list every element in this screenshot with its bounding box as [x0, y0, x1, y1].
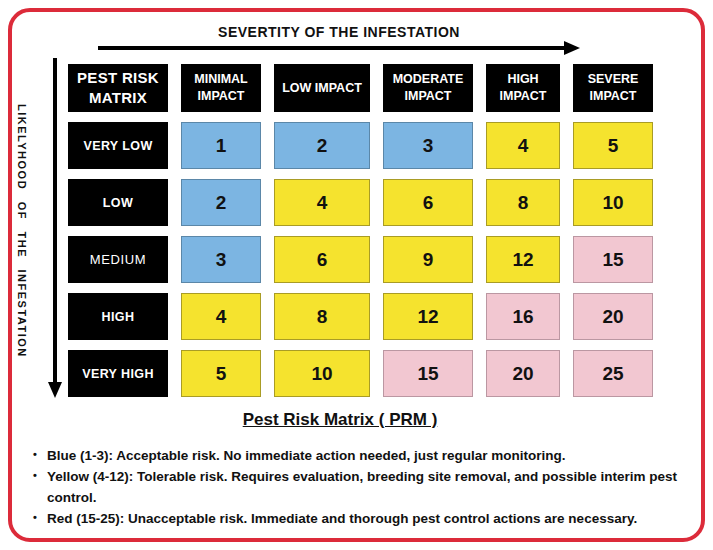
matrix-cell: 4 [486, 122, 560, 169]
column-header-low-impact: LOW IMPACT [274, 64, 370, 112]
matrix-cell: 15 [383, 350, 473, 397]
matrix-cell: 16 [486, 293, 560, 340]
matrix-cell: 10 [573, 179, 653, 226]
matrix-cell: 10 [274, 350, 370, 397]
matrix-cell: 5 [181, 350, 261, 397]
matrix-cell: 9 [383, 236, 473, 283]
matrix-cell: 12 [383, 293, 473, 340]
matrix-cell: 8 [486, 179, 560, 226]
matrix-cell: 6 [274, 236, 370, 283]
matrix-cell: 5 [573, 122, 653, 169]
row-header-very-low: VERY LOW [68, 122, 168, 169]
matrix-cell: 3 [181, 236, 261, 283]
matrix-cell: 2 [181, 179, 261, 226]
column-header-severe-impact: SEVERE IMPACT [573, 64, 653, 112]
column-header-minimal-impact: MINIMAL IMPACT [181, 64, 261, 112]
matrix-cell: 20 [573, 293, 653, 340]
matrix-cell: 25 [573, 350, 653, 397]
matrix-cell: 15 [573, 236, 653, 283]
matrix-cell: 4 [181, 293, 261, 340]
row-header-medium: MEDIUM [68, 236, 168, 283]
legend-item-yellow: Yellow (4-12): Tolerable risk. Requires … [30, 467, 689, 508]
matrix-cell: 6 [383, 179, 473, 226]
pest-risk-matrix-table: PEST RISK MATRIX MINIMAL IMPACT LOW IMPA… [68, 64, 653, 397]
row-header-very-high: VERY HIGH [68, 350, 168, 397]
likelihood-axis-label: LIKELYHOOD OF THE INFESTATION [16, 70, 28, 392]
row-header-high: HIGH [68, 293, 168, 340]
matrix-cell: 1 [181, 122, 261, 169]
severity-axis-label: SEVERTITY OF THE INFESTATION [100, 24, 578, 40]
matrix-cell: 2 [274, 122, 370, 169]
prm-title: Pest Risk Matrix ( PRM ) [0, 410, 680, 430]
likelihood-arrow-down-icon [47, 58, 63, 398]
matrix-cell: 20 [486, 350, 560, 397]
legend-item-red: Red (15-25): Unacceptable risk. Immediat… [30, 509, 689, 529]
matrix-cell: 4 [274, 179, 370, 226]
column-header-high-impact: HIGH IMPACT [486, 64, 560, 112]
legend-item-blue: Blue (1-3): Acceptable risk. No immediat… [30, 446, 689, 466]
risk-legend: Blue (1-3): Acceptable risk. No immediat… [30, 446, 689, 530]
matrix-cell: 3 [383, 122, 473, 169]
matrix-cell: 8 [274, 293, 370, 340]
severity-arrow-right-icon [98, 40, 580, 56]
matrix-cell: 12 [486, 236, 560, 283]
column-header-moderate-impact: MODERATE IMPACT [383, 64, 473, 112]
row-header-low: LOW [68, 179, 168, 226]
matrix-corner-header: PEST RISK MATRIX [68, 64, 168, 112]
